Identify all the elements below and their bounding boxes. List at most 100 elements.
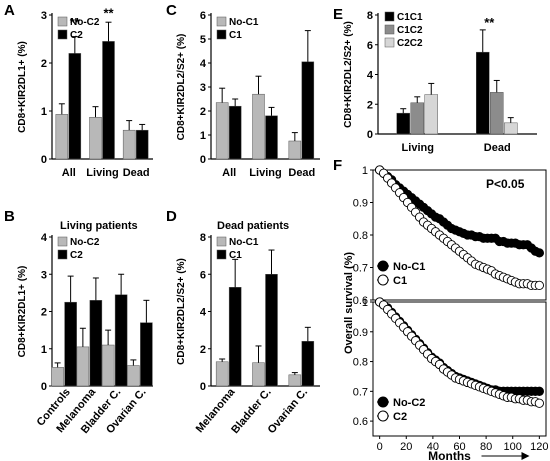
legend-label: C2 (70, 250, 83, 261)
y-tick-label: 0.6 (353, 295, 368, 307)
x-tick-label: 120 (530, 441, 548, 453)
significance-marker: ** (70, 15, 81, 30)
legend-label: No-C2 (70, 17, 100, 28)
x-tick-label: Dead (123, 167, 150, 179)
panel-f-top: 0.6 0.7 0.8 0.9 1 No-C1 C1 P<0.05 (353, 165, 547, 307)
arrow-head (521, 452, 530, 460)
legend-label: C1 (229, 250, 242, 261)
bar-e-c1c2-1 (490, 92, 504, 135)
y-tick-label: 2 (41, 58, 47, 70)
bar-b-no-c2-0 (51, 367, 64, 387)
bar-c-no-c1-2 (288, 140, 302, 160)
panel-title: Dead patients (217, 220, 289, 232)
legend-swatch (216, 236, 227, 247)
y-tick-label: 1 (362, 165, 368, 177)
x-tick-label: Dead (288, 167, 315, 179)
y-tick-label: 6 (200, 269, 206, 281)
y-tick-label: 0.9 (353, 198, 368, 210)
x-tick-label: Living (86, 167, 118, 179)
panel-a: 0 1 2 3 CD8+KIR2DL1+ (%) All Living Dead ** **No-… (17, 5, 153, 179)
p-value-annotation: P<0.05 (486, 177, 525, 191)
bar-b-c2-1 (89, 300, 103, 387)
legend-marker (377, 260, 389, 272)
bar-e-c1c1-1 (476, 51, 490, 135)
bar-b-c2-3 (140, 322, 153, 387)
legend-label: C2 (70, 30, 83, 41)
bar-d-no-c1-2 (288, 374, 302, 387)
bar-e-c1c1-0 (396, 112, 410, 135)
y-tick-label: 0.7 (353, 263, 368, 275)
bar-a-no-c2-0 (55, 114, 69, 160)
legend-swatch (57, 16, 68, 27)
x-tick-label: All (62, 167, 76, 179)
y-tick-label: 0.9 (353, 327, 368, 339)
legend-label: C1 (229, 30, 242, 41)
x-axis-label: Months (428, 449, 471, 461)
y-tick-label: 8 (200, 232, 206, 244)
significance-marker: ** (484, 15, 495, 30)
panel-letter: A (4, 2, 15, 19)
legend-label: No-C1 (229, 17, 259, 28)
legend-swatch (216, 29, 227, 40)
legend-swatch (57, 249, 68, 260)
significance-marker: ** (103, 5, 114, 20)
legend-swatch (216, 16, 227, 27)
bar-d-c1-2 (301, 341, 315, 387)
y-tick-label: 2 (367, 99, 373, 111)
bar-b-no-c2-2 (101, 344, 115, 387)
legend-swatch (384, 11, 395, 22)
legend-label: C2C2 (397, 38, 423, 49)
x-tick-label: 60 (453, 441, 465, 453)
panel-letter: D (166, 208, 177, 225)
panel-letter: B (4, 208, 15, 225)
bar-c-c1-2 (301, 61, 315, 160)
y-tick-label: 3 (41, 10, 47, 22)
panel-e: 0 2 4 6 8 CD8+KIR2DL2/S2+ (%) Living Dead ** C1C1… (343, 10, 537, 154)
x-tick-label: 20 (400, 441, 412, 453)
legend-swatch (57, 236, 68, 247)
bar-a-no-c2-1 (89, 116, 102, 160)
legend-label: C1 (393, 275, 407, 287)
legend-swatch (216, 249, 227, 260)
y-tick-label: 3 (41, 269, 47, 281)
y-tick-label: 0.7 (353, 386, 368, 398)
y-axis-label: CD8+KIR2DL1+ (%) (17, 266, 28, 358)
legend-swatch (57, 29, 68, 40)
panel-title: Living patients (60, 220, 138, 232)
x-tick-label: Dead (484, 142, 511, 154)
x-tick-label: 0 (377, 441, 383, 453)
bar-a-no-c2-2 (122, 129, 136, 160)
y-tick-label: 0.8 (353, 357, 368, 369)
km-point-no-c1 (534, 248, 544, 258)
y-tick-label: 6 (367, 40, 373, 52)
km-point-no-c2 (534, 386, 544, 396)
legend-label: C1C1 (397, 12, 423, 23)
bar-a-c2-0 (68, 53, 82, 160)
bar-e-c2c2-1 (504, 122, 518, 135)
x-tick-label: 80 (480, 441, 492, 453)
y-tick-label: 6 (200, 10, 206, 22)
y-tick-label: 2 (41, 307, 47, 319)
legend-label: No-C2 (393, 397, 425, 409)
panel-f-bottom: 0.6 0.7 0.8 0.9 1 0 20 40 60 80 100 120 No-C2 C2 Month… (353, 297, 549, 461)
y-tick-label: 4 (200, 58, 207, 70)
km-point-c1 (534, 280, 544, 291)
y-tick-label: 3 (200, 82, 206, 94)
bar-a-c2-1 (102, 41, 115, 160)
legend-marker (377, 396, 389, 408)
bar-c-c1-0 (228, 105, 242, 160)
y-tick-label: 2 (200, 344, 206, 356)
bar-d-c1-0 (228, 287, 242, 387)
y-tick-label: 4 (200, 307, 207, 319)
y-axis-label: CD8+KIR2DL2/S2+ (%) (176, 258, 187, 365)
y-tick-label: 1 (41, 106, 47, 118)
panel-letter: C (166, 2, 177, 19)
y-tick-label: 2 (200, 106, 206, 118)
f-y-axis-label: Overall survival (%) (343, 252, 355, 354)
legend-swatch (384, 24, 395, 35)
y-tick-label: 0 (200, 154, 206, 166)
panel-c: 0 1 2 3 4 5 6 CD8+KIR2DL2/S2+ (%) All Living Dead N… (176, 10, 320, 179)
bar-b-no-c2-3 (127, 365, 140, 387)
